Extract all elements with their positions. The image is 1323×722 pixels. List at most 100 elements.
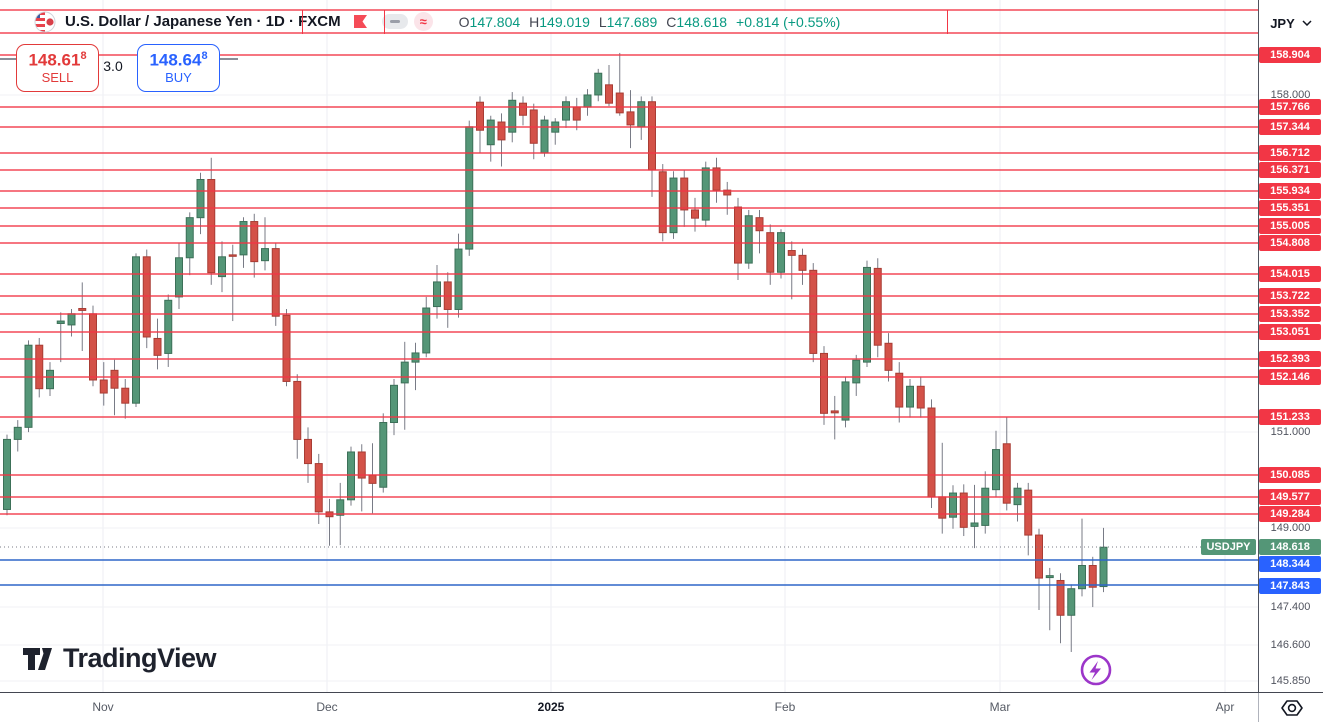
- candle-body: [250, 221, 259, 263]
- candle-body: [508, 99, 517, 133]
- axis-price-label: 149.000: [1270, 522, 1311, 534]
- candle-body: [142, 256, 151, 338]
- candle-body: [497, 121, 506, 141]
- candle-body: [1078, 565, 1086, 590]
- boost-lightning-icon[interactable]: [1078, 652, 1114, 693]
- ohlc-key: L: [598, 13, 607, 30]
- candle-body: [1099, 546, 1108, 588]
- candle-body: [1024, 489, 1033, 536]
- price-chart-canvas[interactable]: [0, 0, 1258, 692]
- candle-body: [691, 209, 699, 219]
- candle-body: [615, 92, 624, 114]
- ohlc-value: 148.618: [676, 13, 728, 30]
- currency-dropdown[interactable]: JPY: [1262, 9, 1320, 37]
- candle-body: [992, 449, 1000, 491]
- candle-body: [46, 369, 54, 390]
- candle-body: [540, 119, 549, 154]
- candle-body: [626, 111, 635, 126]
- candle-body: [583, 94, 592, 108]
- price-level-badge: 153.051: [1259, 324, 1321, 340]
- alert-level-badge: 148.344: [1259, 556, 1321, 572]
- hide-indicator-icon[interactable]: [381, 14, 408, 29]
- price-level-badge: 150.085: [1259, 467, 1321, 483]
- candle-body: [734, 206, 742, 264]
- symbol-title[interactable]: U.S. Dollar / Japanese Yen · 1D · FXCM: [65, 13, 341, 30]
- candle-body: [830, 410, 839, 414]
- eye-icon: [1280, 699, 1303, 716]
- time-axis-label[interactable]: Nov: [92, 700, 114, 714]
- candle-body: [594, 72, 603, 96]
- time-axis-label[interactable]: Mar: [989, 700, 1011, 714]
- sell-button[interactable]: 148.618 SELL: [16, 44, 99, 92]
- axis-price-label: 146.600: [1270, 639, 1311, 651]
- candle-body: [906, 385, 914, 408]
- candle-body: [78, 307, 87, 311]
- candle-body: [411, 352, 420, 363]
- time-axis-label[interactable]: 2025: [537, 700, 565, 714]
- trade-widget-stub-right: [218, 58, 238, 60]
- candle-body: [755, 217, 764, 232]
- price-level-badge: 158.904: [1259, 47, 1321, 63]
- candle-body: [454, 248, 463, 310]
- candle-body: [228, 254, 237, 257]
- candle-body: [701, 167, 710, 221]
- time-axis[interactable]: [0, 692, 1323, 722]
- candle-body: [852, 359, 861, 384]
- candle-body: [981, 487, 990, 526]
- price-level-badge: 155.934: [1259, 183, 1321, 199]
- candle-body: [304, 438, 312, 465]
- price-level-badge: 155.351: [1259, 200, 1321, 216]
- price-level-badge: 153.722: [1259, 288, 1321, 304]
- ohlc-value: 147.689: [606, 13, 658, 30]
- candle-body: [1056, 579, 1065, 616]
- time-axis-label[interactable]: Feb: [774, 700, 796, 714]
- ohlc-key: H: [529, 13, 540, 30]
- approx-price-icon[interactable]: ≈: [413, 12, 433, 31]
- candle-body: [486, 119, 495, 146]
- candle-body: [390, 384, 398, 424]
- symbol-legend[interactable]: U.S. Dollar / Japanese Yen · 1D · FXCM ≈…: [16, 11, 948, 32]
- scales-visibility-cell[interactable]: [1258, 693, 1323, 722]
- price-level-badge: 152.146: [1259, 369, 1321, 385]
- candle-body: [67, 313, 76, 326]
- price-change: +0.814 (+0.55%): [736, 13, 841, 30]
- candle-body: [110, 369, 119, 389]
- candle-body: [400, 361, 409, 384]
- price-level-badge: 155.005: [1259, 218, 1321, 234]
- price-level-badge: 157.766: [1259, 99, 1321, 115]
- candle-body: [777, 232, 785, 273]
- candle-body: [153, 337, 162, 356]
- candle-body: [56, 320, 65, 324]
- time-axis-label[interactable]: Dec: [316, 700, 338, 714]
- candle-body: [809, 269, 818, 354]
- candle-body: [1088, 565, 1097, 588]
- ohlc-value: 147.804: [469, 13, 521, 30]
- candle-body: [13, 426, 22, 440]
- price-level-badge: 156.371: [1259, 162, 1321, 178]
- candle-body: [787, 250, 796, 256]
- axis-price-label: 158.000: [1270, 89, 1311, 101]
- price-level-badge: 153.352: [1259, 306, 1321, 322]
- tradingview-glyph-icon: [23, 647, 52, 670]
- candle-body: [282, 314, 291, 382]
- candle-body: [820, 352, 828, 414]
- buy-button[interactable]: 148.648 BUY: [137, 44, 220, 92]
- price-axis[interactable]: [1258, 0, 1323, 692]
- legend-divider-tick: [302, 10, 303, 34]
- candle-body: [132, 256, 140, 404]
- buy-price: 148.648: [149, 50, 208, 71]
- flag-bookmark-icon[interactable]: [353, 14, 368, 29]
- candle-body: [271, 248, 280, 317]
- candle-body: [658, 171, 667, 234]
- candlestick-series[interactable]: [3, 52, 1108, 652]
- candle-body: [465, 126, 474, 250]
- symbol-flag-icon: [34, 11, 56, 33]
- candle-body: [680, 177, 689, 211]
- sell-price: 148.618: [28, 50, 87, 71]
- ohlc-readout: O 147.804 H 149.019 L 147.689 C 148.618 +0.814 (…: [459, 14, 841, 30]
- candle-body: [938, 496, 947, 519]
- candle-body: [519, 102, 527, 116]
- legend-divider-tick: [947, 10, 948, 34]
- time-axis-label[interactable]: Apr: [1215, 700, 1235, 714]
- spread-value: 3.0: [103, 58, 123, 74]
